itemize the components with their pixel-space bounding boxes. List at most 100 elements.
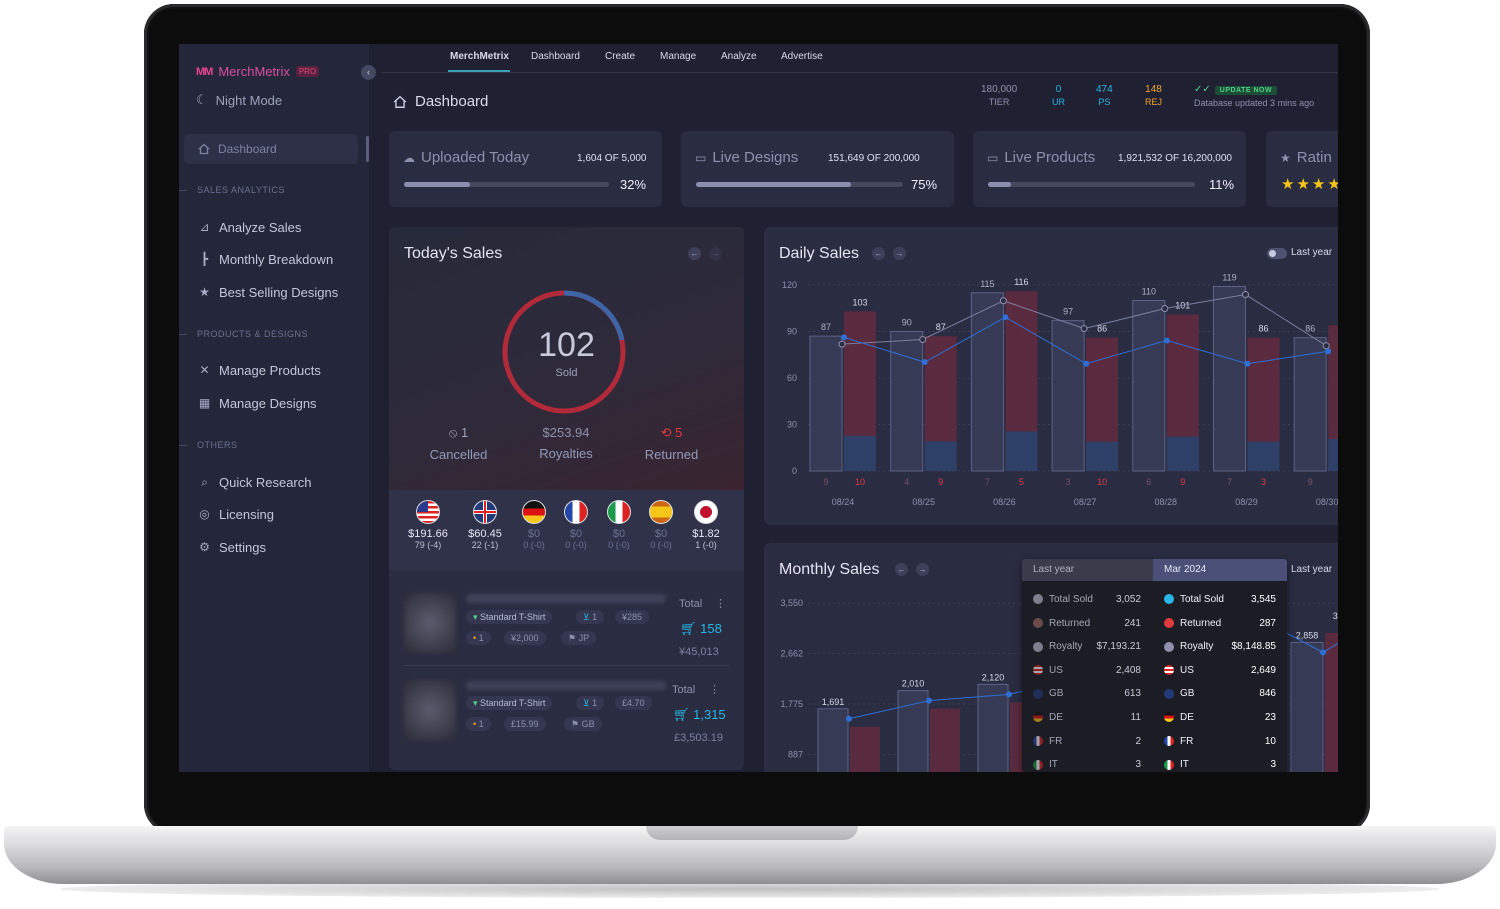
update-status: ✓✓ UPDATE NOW Database updated 3 mins ago — [1194, 84, 1314, 108]
more-icon[interactable]: ⋮ — [715, 598, 726, 610]
tooltip-row: GB 846 — [1164, 687, 1276, 701]
data-label: 86 — [1305, 324, 1315, 334]
top-navigation: MerchMetrix Dashboard Create Manage Anal… — [381, 44, 1338, 73]
tooltip-value: 11 — [1130, 712, 1141, 723]
update-text: Database updated 3 mins ago — [1194, 98, 1315, 108]
sidebar-item-manage-designs[interactable]: ▦ Manage Designs — [198, 396, 317, 411]
market-jp[interactable]: $1.82 1 (-0) — [686, 500, 726, 550]
tab-manage[interactable]: Manage — [660, 51, 697, 62]
night-mode-toggle[interactable]: ☾ Night Mode — [196, 92, 282, 108]
tooltip-label: Total Sold — [1180, 594, 1224, 605]
bar-last-year — [890, 331, 924, 472]
sidebar-item-licensing[interactable]: ◎ Licensing — [198, 507, 274, 522]
card-title: Daily Sales — [779, 245, 860, 262]
tab-analyze[interactable]: Analyze — [721, 51, 757, 62]
return-label: 9 — [938, 477, 943, 487]
night-mode-label: Night Mode — [215, 92, 283, 108]
product-type-chip: ▾ Standard T-Shirt — [466, 610, 553, 624]
stat-value: 148 — [1145, 84, 1162, 95]
tab-advertise[interactable]: Advertise — [781, 51, 823, 62]
data-label: 97 — [1063, 307, 1073, 317]
arrow-left-icon[interactable]: ← — [872, 247, 885, 260]
update-now-button[interactable]: UPDATE NOW — [1214, 86, 1278, 95]
market-gb[interactable]: $60.45 22 (-1) — [465, 500, 505, 550]
tooltip-value: 613 — [1124, 688, 1141, 700]
sidebar-item-best-selling[interactable]: ★ Best Selling Designs — [198, 285, 338, 300]
arrow-right-icon[interactable]: → — [709, 247, 722, 260]
laptop-notch — [646, 826, 858, 840]
tooltip-value: 3,052 — [1115, 594, 1141, 605]
list-item[interactable]: ▾ Standard T-Shirt ⊻ 1 £4.70 • 1 £15.99 … — [404, 672, 729, 752]
cancelled-count: 1 — [460, 425, 469, 440]
arrow-right-icon[interactable]: → — [893, 247, 906, 260]
cart-icon: ⊻ — [583, 612, 590, 622]
tooltip-label: DE — [1180, 712, 1194, 723]
royalty-value: ¥45,013 — [679, 646, 719, 658]
returned-stat: ⟲ 5 Returned — [639, 425, 704, 462]
more-icon[interactable]: ⋮ — [709, 684, 720, 696]
arrow-left-icon[interactable]: ← — [688, 247, 701, 260]
us-flag-icon — [1164, 665, 1174, 676]
cart-icon: ⊻ — [583, 698, 590, 708]
trend-point — [1325, 348, 1332, 355]
de-flag-icon — [522, 500, 546, 524]
kpi-title: ☁ Uploaded Today — [403, 149, 529, 166]
sidebar-item-quick-research[interactable]: ⌕ Quick Research — [198, 475, 311, 490]
list-item[interactable]: ▾ Standard T-Shirt ⊻ 1 ¥285 • 1 ¥2,000 ⚑… — [404, 585, 729, 666]
us-flag-icon — [416, 500, 440, 524]
data-label: 86 — [1258, 324, 1268, 334]
arrow-left-icon[interactable]: ← — [895, 563, 908, 576]
qty-value: 1 — [478, 719, 484, 729]
tooltip-row: FR 10 — [1164, 735, 1276, 749]
units-value: 1 — [592, 612, 598, 622]
date-arrows: ← → — [688, 247, 722, 260]
tab-merchmetrix[interactable]: MerchMetrix — [450, 51, 509, 62]
data-label: 87 — [821, 322, 831, 332]
kpi-title: ▭ Live Designs — [695, 149, 798, 166]
section-title: OTHERS — [197, 440, 238, 450]
stat-ps: 474 PS — [1096, 84, 1113, 107]
market-de[interactable]: $0 0 (-0) — [514, 500, 554, 550]
sidebar-item-monthly-breakdown[interactable]: ┣ Monthly Breakdown — [198, 252, 333, 267]
market-fr[interactable]: $0 0 (-0) — [556, 500, 596, 550]
tooltip-label: GB — [1180, 688, 1195, 700]
tooltip-row: DE 23 — [1164, 711, 1276, 725]
last-year-toggle[interactable] — [1267, 248, 1287, 259]
bar-current — [1328, 325, 1338, 471]
tooltip-label: Royalty — [1180, 641, 1214, 653]
market-es[interactable]: $0 0 (-0) — [641, 500, 681, 550]
sidebar-item-manage-products[interactable]: ✕ Manage Products — [198, 363, 320, 378]
data-label: 3,2 — [1333, 611, 1338, 621]
arrow-right-icon[interactable]: → — [916, 563, 929, 576]
x-tick-label: 08/24 — [832, 497, 855, 507]
tab-create[interactable]: Create — [605, 51, 636, 62]
sidebar-item-dashboard[interactable]: Dashboard — [184, 134, 358, 164]
sidebar-item-settings[interactable]: ⚙ Settings — [198, 540, 266, 555]
moon-icon: ☾ — [196, 92, 208, 107]
bar-current-segment — [1005, 431, 1038, 471]
return-label: 9 — [1180, 477, 1185, 487]
badge-icon: ◎ — [199, 507, 210, 521]
pro-badge: PRO — [295, 66, 320, 77]
kpi-title-text: Live Products — [1004, 149, 1096, 166]
trend-point — [926, 697, 932, 704]
market-it[interactable]: $0 0 (-0) — [599, 500, 639, 550]
bar-last-year — [1051, 320, 1085, 472]
kpi-live-products: ▭ Live Products 1,921,532 OF 16,200,000 1… — [973, 131, 1246, 207]
market-us[interactable]: $191.66 79 (-4) — [408, 500, 448, 550]
collapse-sidebar-button[interactable]: ‹ — [361, 65, 376, 80]
tooltip-row: Returned 241 — [1033, 617, 1141, 631]
brand[interactable]: MM MerchMetrix PRO — [196, 64, 320, 79]
kpi-progress — [696, 182, 903, 187]
market-count: 0 (-0) — [650, 540, 672, 550]
right-label: Last year — [1291, 564, 1333, 575]
bar-last-year — [817, 708, 849, 772]
tooltip-label: IT — [1180, 759, 1189, 771]
legend-dot — [1033, 594, 1043, 605]
date-arrows: ← → — [895, 563, 929, 576]
sidebar-item-analyze-sales[interactable]: ⊿ Analyze Sales — [198, 220, 301, 235]
tooltip-value: 2,408 — [1115, 664, 1141, 676]
tooltip-label: IT — [1049, 759, 1058, 771]
tab-dashboard[interactable]: Dashboard — [531, 51, 580, 62]
stat-rej: 148 REJ — [1145, 84, 1162, 107]
